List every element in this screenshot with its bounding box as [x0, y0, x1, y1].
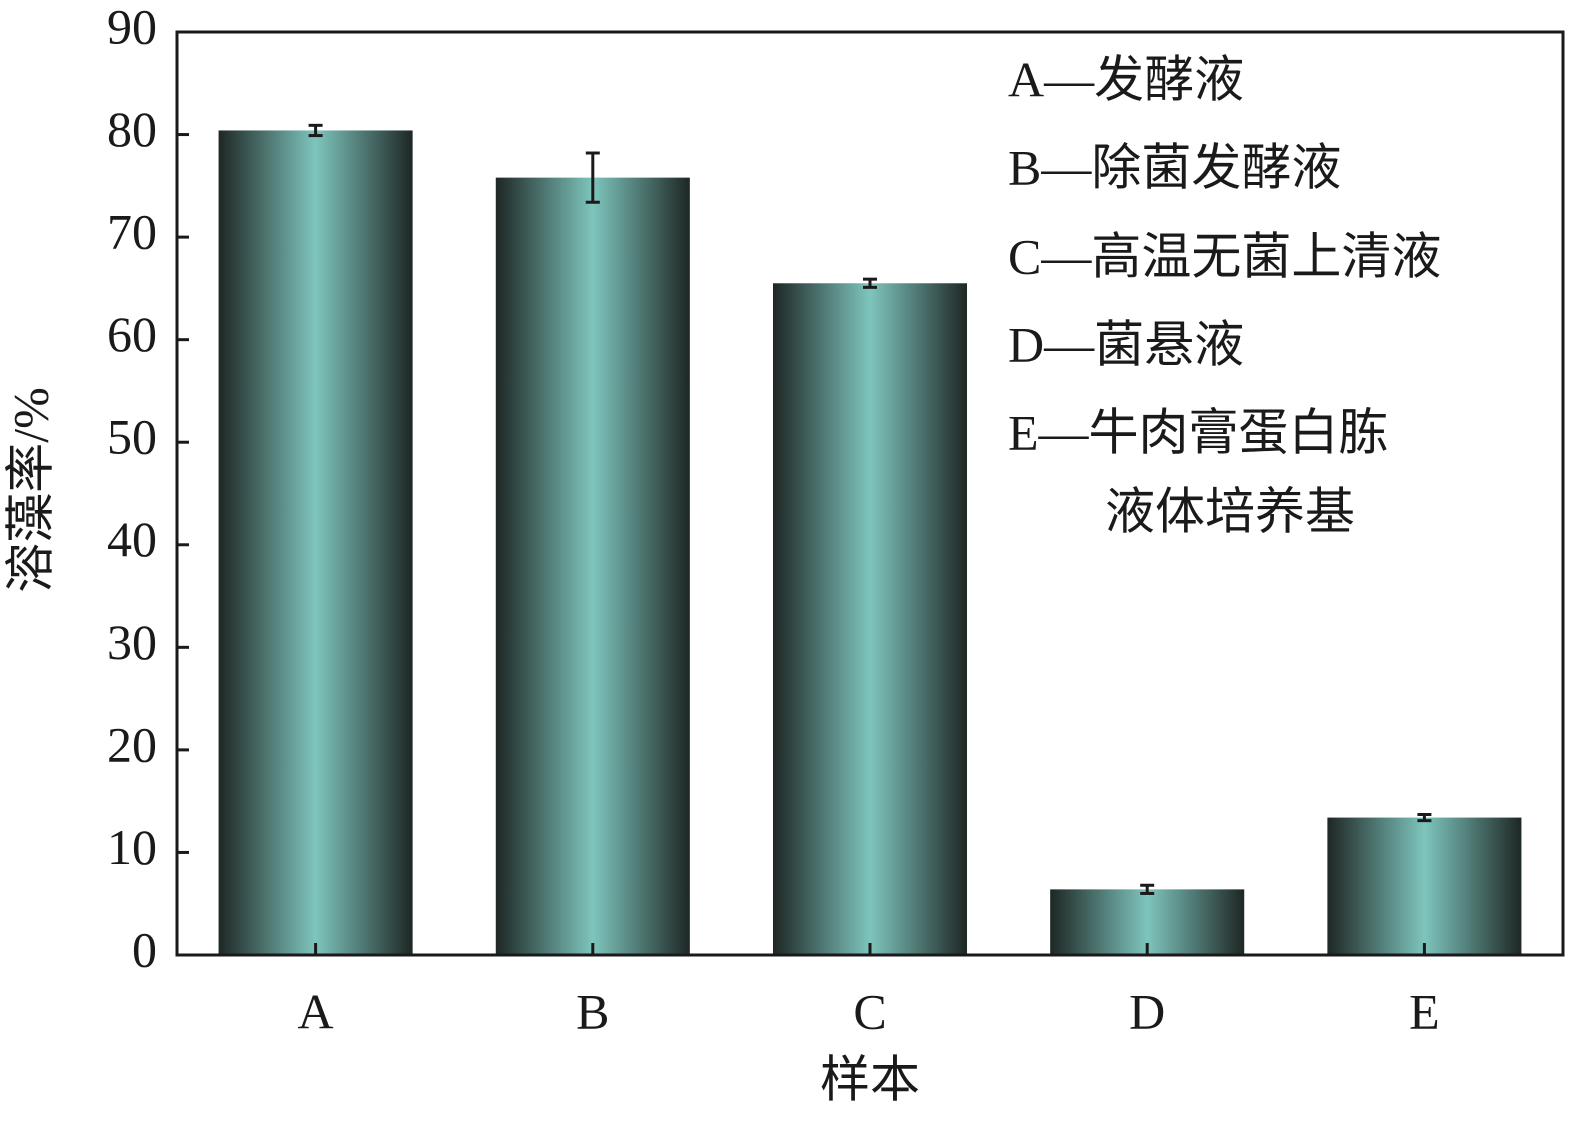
error-bar: [585, 151, 600, 204]
bar: [1327, 817, 1522, 955]
y-tick-label: 20: [107, 716, 157, 772]
bar: [772, 283, 968, 955]
y-tick-label: 90: [107, 0, 157, 54]
legend-text: D—菌悬液: [1008, 316, 1244, 372]
y-tick-label: 50: [107, 409, 157, 465]
bar: [218, 130, 413, 955]
legend-text: A—发酵液: [1008, 51, 1244, 107]
legend-text: 液体培养基: [1105, 483, 1355, 539]
legend-text: C—高温无菌上清液: [1008, 228, 1441, 284]
error-bar: [863, 277, 877, 289]
legend-text: B—除菌发酵液: [1008, 139, 1341, 195]
x-tick-label: B: [576, 983, 609, 1039]
plot-frame: [175, 30, 1565, 957]
legend-text: E—牛肉膏蛋白胨: [1008, 404, 1389, 460]
error-bar: [308, 123, 323, 138]
bar: [495, 177, 690, 955]
y-tick-label: 80: [107, 101, 157, 157]
y-tick-label: 70: [107, 204, 157, 260]
x-tick-label: A: [298, 983, 334, 1039]
x-tick-label: E: [1409, 983, 1440, 1039]
x-tick-label: C: [853, 983, 886, 1039]
y-tick-label: 60: [107, 306, 157, 362]
x-tick-label: D: [1129, 983, 1165, 1039]
y-tick-label: 30: [107, 614, 157, 670]
error-bar: [1417, 812, 1432, 823]
y-tick-label: 10: [107, 819, 157, 875]
y-axis-label: 溶藻率/%: [2, 387, 58, 593]
x-axis-label: 样本: [820, 1051, 920, 1107]
error-bar: [1140, 883, 1155, 895]
y-tick-label: 0: [132, 921, 157, 977]
y-tick-label: 40: [107, 511, 157, 567]
